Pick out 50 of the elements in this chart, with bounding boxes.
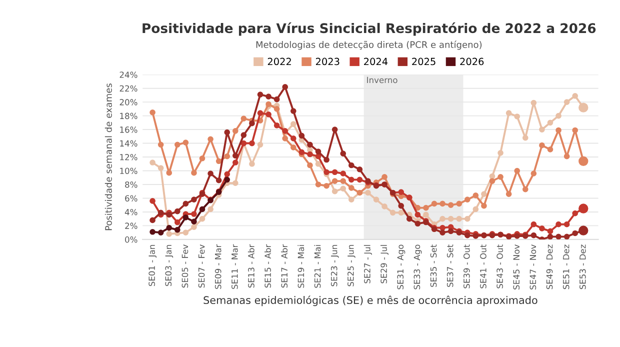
x-tick-label: SE05 - Fev	[182, 244, 188, 288]
x-tick-label: SE51 - Dez	[562, 244, 570, 290]
y-tick-label: 8%	[125, 181, 138, 188]
x-tick-label: SE23 - Jun	[330, 245, 339, 286]
legend-label: 2023	[316, 58, 340, 66]
legend-label: 2022	[268, 58, 291, 66]
x-tick-label: SE49 - Dez	[546, 244, 553, 290]
x-axis-title: Semanas epidemiológicas (SE) e mês de ocorrência aproximado	[204, 296, 538, 306]
x-tick-label: SE11 - Mar	[232, 244, 238, 289]
y-tick-label: 0%	[125, 236, 138, 243]
y-tick-label: 4%	[124, 208, 138, 216]
x-tick-label: SE41 - Out	[480, 244, 486, 288]
legend-label: 2025	[412, 58, 436, 66]
x-tick-label: SE31 - Ago	[397, 244, 406, 290]
x-tick-label: SE01 - Jan	[148, 245, 157, 286]
y-tick-label: 6%	[125, 195, 138, 202]
x-tick-label: SE37 - Set	[446, 244, 454, 287]
y-tick-label: 20%	[120, 99, 138, 106]
x-tick-label: SE07 - Fev	[198, 244, 205, 288]
x-tick-label: SE21 - Mai	[314, 245, 321, 288]
x-tick-label: SE53 - Dez	[580, 244, 586, 290]
y-tick-label: 14%	[120, 140, 138, 147]
x-tick-label: SE47 - Nov	[530, 244, 536, 290]
y-tick-label: 18%	[120, 112, 138, 120]
y-tick-label: 24%	[120, 72, 138, 78]
y-tick-label: 22%	[120, 85, 138, 92]
x-tick-label: SE29 - Jul	[380, 245, 389, 284]
x-tick-label: SE03 - Jan	[165, 245, 174, 286]
y-axis-title: Positividade semanal de exames	[104, 84, 112, 230]
x-tick-label: SE19 - Mai	[298, 245, 304, 288]
y-tick-label: 2%	[125, 222, 138, 229]
x-tick-label: SE45 - Nov	[513, 244, 520, 290]
legend-label: 2026	[460, 58, 484, 66]
x-tick-label: SE17 - Abr	[281, 244, 288, 288]
chart-title: Positividade para Vírus Sincicial Respiratório de 2022 a 2026	[142, 22, 596, 36]
x-tick-label: SE27 - Jul	[364, 245, 372, 284]
x-tick-label: SE39 - Out	[464, 244, 470, 288]
x-tick-label: SE35 - Set	[430, 244, 437, 287]
x-tick-label: SE33 - Ago	[414, 244, 422, 290]
x-tick-label: SE25 - Jun	[348, 245, 356, 286]
x-tick-label: SE43 - Out	[496, 244, 503, 288]
legend-label: 2024	[364, 58, 388, 66]
y-tick-label: 12%	[120, 154, 138, 160]
x-tick-label: SE09 - Mar	[214, 244, 222, 289]
chart-subtitle: Metodologias de detecção direta (PCR e antígeno)	[256, 40, 482, 50]
x-tick-label: SE15 - Abr	[264, 244, 271, 288]
y-tick-label: 10%	[120, 168, 138, 174]
y-tick-label: 16%	[120, 126, 138, 133]
x-tick-label: SE13 - Abr	[248, 244, 254, 288]
band-label: Inverno	[367, 76, 398, 84]
